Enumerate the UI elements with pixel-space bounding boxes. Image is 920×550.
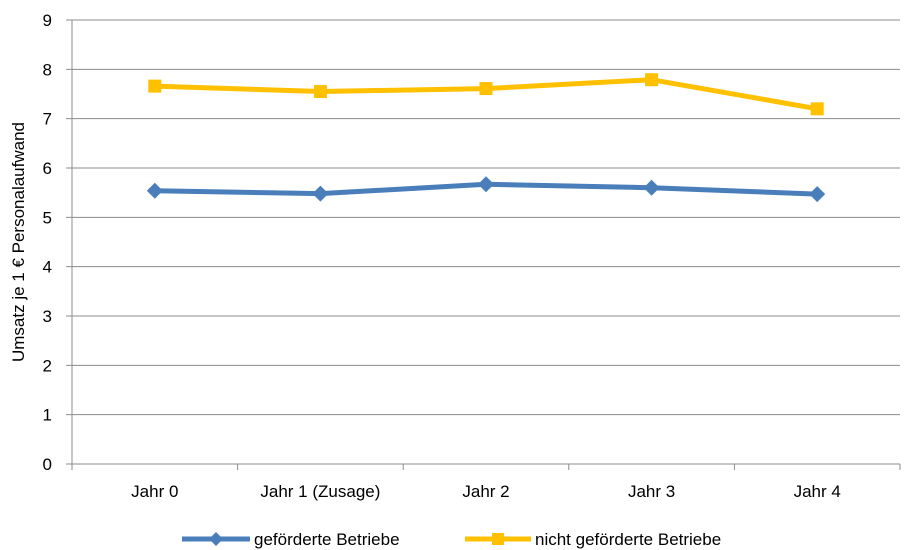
legend-marker-diamond <box>209 532 223 546</box>
y-tick-label: 1 <box>43 406 52 425</box>
data-point-square <box>479 82 493 96</box>
legend-marker-square <box>492 533 504 545</box>
x-tick-labels: Jahr 0 Jahr 1 (Zusage) Jahr 2 Jahr 3 Jahr 4 <box>131 482 841 501</box>
data-point-square <box>313 85 327 99</box>
y-axis-title: Umsatz je 1 € Personalaufwand <box>9 122 28 362</box>
y-tick-label: 6 <box>43 159 52 178</box>
y-tick-label: 0 <box>43 455 52 474</box>
data-point-diamond <box>809 186 826 203</box>
data-point-square <box>810 102 824 116</box>
y-tick-labels: 0 1 2 3 4 5 6 7 8 9 <box>43 11 52 474</box>
data-point-diamond <box>312 185 329 202</box>
x-tick-label: Jahr 3 <box>628 482 675 501</box>
y-tick-label: 9 <box>43 11 52 30</box>
y-tick-label: 2 <box>43 356 52 375</box>
x-tick-label: Jahr 4 <box>794 482 841 501</box>
series-markers <box>146 73 826 203</box>
y-tick-label: 8 <box>43 60 52 79</box>
data-point-square <box>645 73 659 87</box>
x-tick-label: Jahr 0 <box>131 482 178 501</box>
legend-label: nicht geförderte Betriebe <box>535 530 721 549</box>
y-tick-label: 4 <box>43 258 52 277</box>
data-point-diamond <box>146 182 163 199</box>
y-tick-label: 7 <box>43 110 52 129</box>
legend: geförderte Betriebe nicht geförderte Betr… <box>182 530 721 549</box>
data-point-diamond <box>643 179 660 196</box>
data-point-square <box>148 79 162 93</box>
x-tick-label: Jahr 1 (Zusage) <box>260 482 380 501</box>
x-tick-label: Jahr 2 <box>462 482 509 501</box>
grid-lines <box>72 19 900 465</box>
data-point-diamond <box>478 176 494 193</box>
y-tick-label: 3 <box>43 307 52 326</box>
y-tick-label: 5 <box>43 208 52 227</box>
legend-label: geförderte Betriebe <box>254 530 400 549</box>
axes <box>66 19 901 470</box>
